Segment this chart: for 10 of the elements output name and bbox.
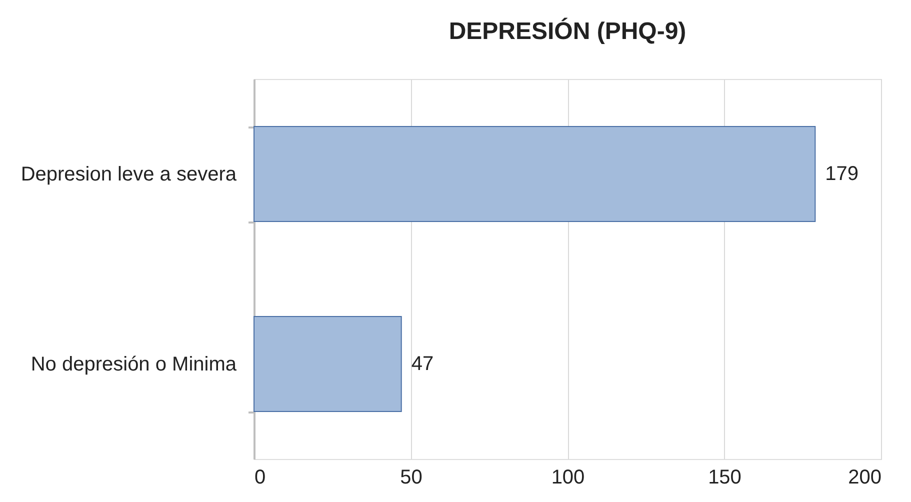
y-tick-label: No depresión o Minima bbox=[30, 354, 238, 376]
data-label: 179 bbox=[825, 163, 859, 185]
x-tick-label: 100 bbox=[551, 466, 585, 488]
data-label: 47 bbox=[411, 353, 434, 375]
x-tick-label: 200 bbox=[848, 466, 882, 488]
y-tick-label: Depresion leve a severa bbox=[20, 164, 238, 186]
x-tick-label: 150 bbox=[708, 466, 742, 488]
chart-title: DEPRESIÓN (PHQ-9) bbox=[448, 17, 686, 45]
x-tick-label: 0 bbox=[254, 466, 266, 488]
x-tick-label: 50 bbox=[400, 466, 422, 488]
